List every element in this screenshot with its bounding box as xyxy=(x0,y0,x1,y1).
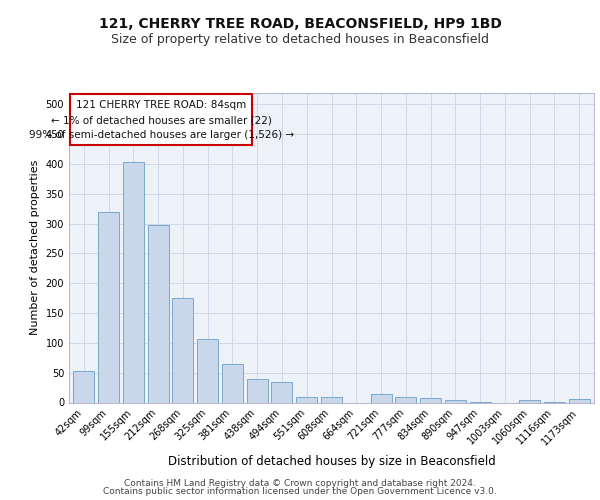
Text: ← 1% of detached houses are smaller (22): ← 1% of detached houses are smaller (22) xyxy=(51,116,272,126)
Bar xyxy=(197,338,218,402)
Bar xyxy=(172,298,193,403)
Bar xyxy=(70,94,252,145)
Text: 121 CHERRY TREE ROAD: 84sqm: 121 CHERRY TREE ROAD: 84sqm xyxy=(76,100,247,110)
Bar xyxy=(519,400,540,402)
Bar xyxy=(395,397,416,402)
Bar xyxy=(73,371,94,402)
Bar xyxy=(445,400,466,402)
Bar xyxy=(371,394,392,402)
Bar xyxy=(321,397,342,402)
Bar xyxy=(271,382,292,402)
Text: 121, CHERRY TREE ROAD, BEACONSFIELD, HP9 1BD: 121, CHERRY TREE ROAD, BEACONSFIELD, HP9… xyxy=(98,18,502,32)
Bar xyxy=(98,212,119,402)
X-axis label: Distribution of detached houses by size in Beaconsfield: Distribution of detached houses by size … xyxy=(167,455,496,468)
Text: Contains public sector information licensed under the Open Government Licence v3: Contains public sector information licen… xyxy=(103,487,497,496)
Y-axis label: Number of detached properties: Number of detached properties xyxy=(30,160,40,335)
Text: Size of property relative to detached houses in Beaconsfield: Size of property relative to detached ho… xyxy=(111,32,489,46)
Bar xyxy=(148,226,169,402)
Text: Contains HM Land Registry data © Crown copyright and database right 2024.: Contains HM Land Registry data © Crown c… xyxy=(124,478,476,488)
Bar xyxy=(569,399,590,402)
Bar xyxy=(296,396,317,402)
Bar xyxy=(123,162,144,402)
Bar xyxy=(222,364,243,403)
Text: 99% of semi-detached houses are larger (1,526) →: 99% of semi-detached houses are larger (… xyxy=(29,130,294,140)
Bar xyxy=(247,378,268,402)
Bar xyxy=(420,398,441,402)
